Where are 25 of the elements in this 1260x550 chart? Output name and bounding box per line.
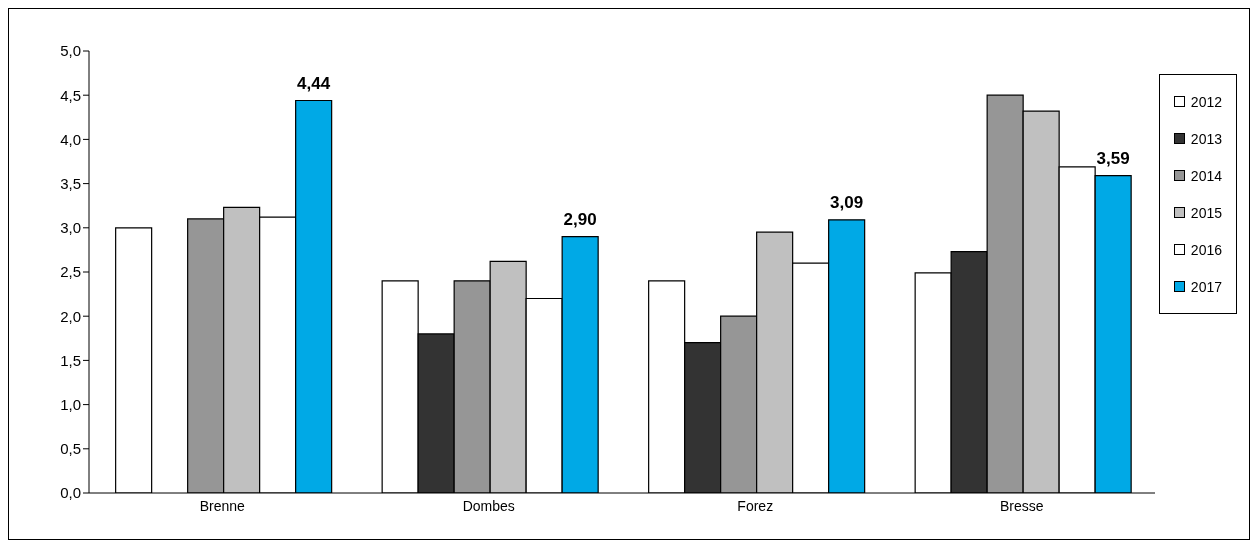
legend-label: 2017 bbox=[1190, 278, 1222, 295]
y-tick-label: 1,0 bbox=[60, 395, 81, 413]
legend-label: 2016 bbox=[1190, 241, 1222, 258]
y-tick-label: 2,5 bbox=[60, 263, 81, 281]
y-tick-label: 2,0 bbox=[60, 307, 81, 325]
legend-label: 2015 bbox=[1190, 204, 1222, 221]
data-label: 3,09 bbox=[830, 192, 864, 212]
y-tick-label: 4,0 bbox=[60, 130, 81, 148]
x-tick-label: Forez bbox=[737, 497, 774, 514]
y-tick-label: 1,5 bbox=[60, 351, 81, 369]
y-tick-label: 5,0 bbox=[60, 42, 81, 60]
y-tick-label: 3,0 bbox=[60, 219, 81, 237]
legend-label: 2013 bbox=[1190, 130, 1222, 147]
data-label: 4,44 bbox=[297, 73, 331, 93]
y-tick-label: 0,0 bbox=[60, 484, 81, 502]
y-tick-label: 4,5 bbox=[60, 86, 81, 104]
data-label: 3,59 bbox=[1096, 148, 1130, 168]
legend-label: 2012 bbox=[1190, 93, 1222, 110]
x-tick-label: Bresse bbox=[999, 497, 1044, 514]
y-tick-label: 0,5 bbox=[60, 440, 81, 458]
x-tick-label: Brenne bbox=[199, 497, 246, 514]
x-tick-label: Dombes bbox=[462, 497, 515, 514]
y-tick-label: 3,5 bbox=[60, 174, 81, 192]
legend-label: 2014 bbox=[1190, 167, 1222, 184]
data-label: 2,90 bbox=[563, 209, 597, 229]
